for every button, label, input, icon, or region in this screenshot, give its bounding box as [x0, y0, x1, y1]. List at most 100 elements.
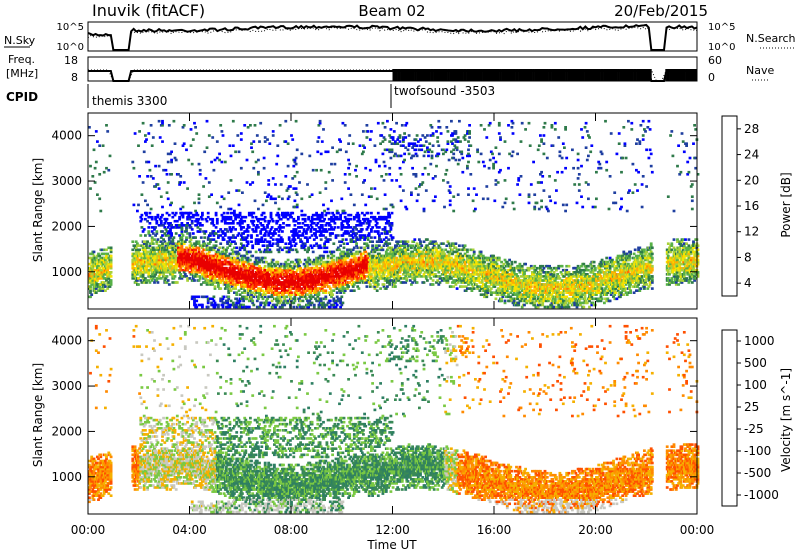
- heatmap-cell: [181, 144, 185, 147]
- heatmap-cell: [253, 260, 257, 264]
- heatmap-cell: [278, 224, 282, 227]
- heatmap-cell: [203, 254, 207, 258]
- heatmap-cell: [311, 213, 315, 217]
- heatmap-cell: [229, 217, 233, 221]
- heatmap-cell: [389, 128, 393, 131]
- heatmap-cell: [186, 252, 189, 256]
- heatmap-cell: [299, 268, 302, 272]
- nave-bar: [501, 69, 504, 81]
- heatmap-cell: [94, 268, 98, 272]
- nave-bar: [454, 69, 457, 81]
- nave-bar: [506, 69, 509, 81]
- heatmap-cell: [325, 283, 329, 286]
- heatmap-cell: [276, 219, 280, 223]
- heatmap-cell: [263, 293, 267, 296]
- heatmap-cell: [154, 217, 157, 221]
- heatmap-cell: [136, 209, 139, 213]
- nave-bar: [620, 69, 623, 81]
- heatmap-cell: [106, 252, 110, 256]
- heatmap-cell: [292, 305, 296, 309]
- heatmap-cell: [349, 193, 353, 196]
- heatmap-cell: [298, 285, 301, 288]
- heatmap-cell: [238, 222, 242, 225]
- heatmap-cell: [322, 228, 325, 231]
- heatmap-cell: [306, 287, 309, 290]
- heatmap-cell: [191, 262, 195, 266]
- heatmap-cell: [142, 258, 146, 262]
- heatmap-cell: [97, 264, 100, 268]
- heatmap-cell: [215, 156, 219, 160]
- heatmap-cell: [252, 303, 256, 307]
- heatmap-cell: [319, 168, 323, 172]
- heatmap-cell: [215, 217, 219, 221]
- heatmap-cell: [230, 268, 234, 272]
- heatmap-cell: [193, 295, 196, 299]
- heatmap-cell: [271, 219, 275, 223]
- nave-bar: [639, 69, 642, 81]
- heatmap-cell: [153, 248, 156, 252]
- heatmap-cell: [277, 295, 281, 299]
- heatmap-cell: [293, 262, 297, 266]
- heatmap-cell: [175, 219, 179, 223]
- heatmap-cell: [306, 238, 309, 241]
- heatmap-cell: [251, 215, 255, 219]
- nave-bar: [672, 69, 675, 81]
- heatmap-cell: [212, 244, 216, 247]
- heatmap-cell: [233, 268, 236, 272]
- heatmap-cell: [131, 160, 135, 164]
- heatmap-cell: [286, 187, 290, 190]
- heatmap-cell: [241, 222, 244, 225]
- heatmap-cell: [161, 242, 164, 245]
- heatmap-cell: [250, 264, 253, 268]
- heatmap-cell: [105, 256, 108, 260]
- heatmap-cell: [142, 252, 146, 256]
- heatmap-cell: [383, 226, 387, 229]
- heatmap-cell: [303, 279, 307, 282]
- heatmap-cell: [269, 215, 273, 219]
- heatmap-cell: [223, 219, 227, 223]
- heatmap-cell: [314, 289, 317, 292]
- heatmap-cell: [292, 301, 296, 305]
- heatmap-cell: [174, 266, 178, 270]
- heatmap-cell: [225, 279, 228, 282]
- heatmap-cell: [142, 268, 146, 272]
- cpid-segment-1: themis 3300: [92, 94, 167, 108]
- heatmap-cell: [227, 291, 231, 294]
- heatmap-cell: [293, 299, 297, 303]
- heatmap-cell: [162, 258, 165, 262]
- heatmap-cell: [92, 262, 96, 266]
- heatmap-cell: [339, 148, 342, 152]
- heatmap-cell: [229, 154, 233, 158]
- nave-bar: [565, 69, 567, 81]
- heatmap-cell: [164, 254, 168, 258]
- heatmap-cell: [132, 244, 136, 247]
- heatmap-cell: [195, 217, 199, 221]
- heatmap-cell: [221, 250, 225, 254]
- heatmap-cell: [175, 226, 179, 229]
- heatmap-cell: [297, 215, 300, 219]
- nave-bar: [425, 69, 428, 81]
- heatmap-cell: [201, 250, 204, 254]
- heatmap-cell: [324, 268, 328, 272]
- heatmap-cell: [278, 268, 282, 272]
- heatmap-cell: [325, 230, 329, 233]
- heatmap-cell: [247, 213, 251, 217]
- heatmap-cell: [229, 230, 233, 233]
- heatmap-cell: [315, 211, 318, 215]
- heatmap-cell: [180, 230, 184, 233]
- heatmap-cell: [268, 142, 272, 145]
- heatmap-cell: [265, 260, 268, 264]
- heatmap-cell: [181, 213, 185, 217]
- heatmap-cell: [222, 262, 226, 266]
- heatmap-cell: [183, 273, 187, 276]
- heatmap-cell: [262, 240, 266, 243]
- heatmap-cell: [163, 279, 167, 282]
- heatmap-cell: [180, 238, 184, 241]
- heatmap-cell: [266, 138, 269, 141]
- nave-bar: [670, 69, 672, 81]
- heatmap-cell: [171, 215, 175, 219]
- heatmap-cell: [271, 197, 275, 201]
- heatmap-cell: [178, 277, 181, 280]
- heatmap-cell: [257, 266, 260, 270]
- heatmap-cell: [219, 234, 223, 237]
